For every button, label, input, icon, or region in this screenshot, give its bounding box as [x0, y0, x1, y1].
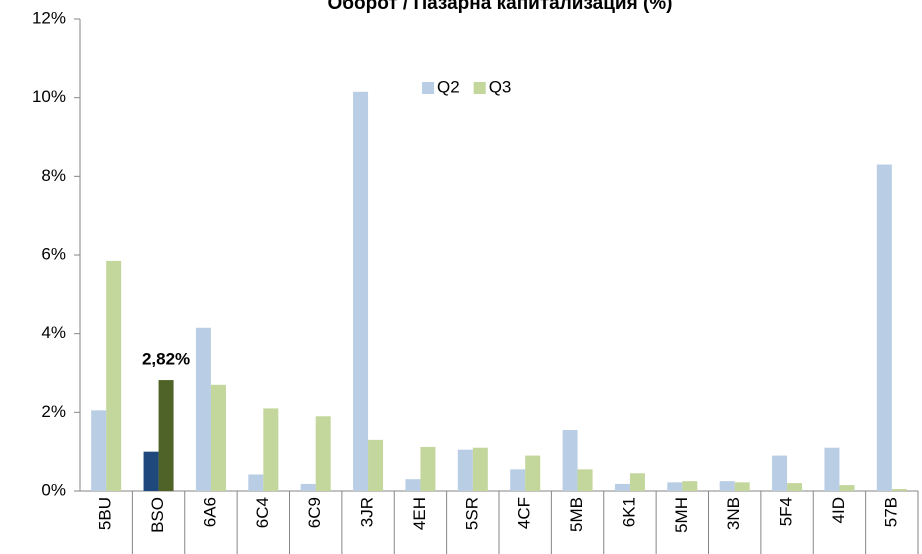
bar	[772, 455, 788, 491]
x-tick-label: 6K1	[619, 497, 638, 527]
chart-title: Оборот / Пазарна капитализация (%)	[327, 0, 672, 14]
bar	[143, 451, 159, 491]
x-tick-label: 3NB	[724, 497, 743, 530]
bar	[91, 410, 107, 491]
y-tick-label: 4%	[41, 323, 66, 342]
y-tick-label: 2%	[41, 402, 66, 421]
bar	[210, 384, 226, 491]
bar	[353, 91, 369, 492]
x-tick-label: 6C9	[305, 497, 324, 528]
bar	[472, 447, 488, 491]
x-tick-label: BSO	[148, 497, 167, 533]
y-tick-label: 12%	[32, 8, 66, 27]
bar	[719, 481, 735, 491]
legend-swatch	[422, 82, 434, 94]
bar	[368, 439, 384, 491]
x-tick-label: 5SR	[462, 497, 481, 530]
bar	[614, 483, 630, 491]
x-tick-label: 4EH	[410, 497, 429, 530]
x-tick-label: 4ID	[829, 497, 848, 523]
bar	[891, 489, 907, 491]
bar	[876, 164, 892, 492]
bar	[300, 483, 316, 491]
bar	[577, 469, 593, 491]
bar	[787, 483, 803, 491]
bar	[263, 408, 279, 491]
y-tick-label: 6%	[41, 244, 66, 263]
bar	[420, 446, 436, 491]
x-tick-label: 4CF	[515, 497, 534, 529]
y-tick-label: 10%	[32, 87, 66, 106]
bar	[315, 416, 331, 491]
x-tick-label: 57B	[881, 497, 900, 527]
bar	[510, 469, 526, 491]
bar	[682, 481, 698, 491]
bar	[629, 473, 645, 491]
x-tick-label: 5MH	[672, 497, 691, 533]
legend-label: Q2	[437, 77, 460, 96]
bar	[106, 260, 122, 491]
x-tick-label: 5MB	[567, 497, 586, 532]
legend-label: Q3	[489, 77, 512, 96]
bar	[734, 482, 750, 491]
bar	[562, 430, 578, 491]
x-tick-label: 6A6	[200, 497, 219, 527]
y-tick-label: 0%	[41, 480, 66, 499]
bar	[248, 474, 264, 491]
bar	[195, 327, 211, 491]
x-tick-label: 5BU	[96, 497, 115, 530]
data-label: 2,82%	[142, 350, 190, 369]
x-tick-label: 6C4	[253, 497, 272, 528]
y-tick-label: 8%	[41, 166, 66, 185]
bar	[457, 449, 473, 491]
bar	[824, 447, 840, 491]
legend-swatch	[473, 82, 486, 94]
x-tick-label: 3JR	[358, 497, 377, 527]
bar	[405, 479, 421, 491]
x-tick-label: 5F4	[777, 497, 796, 526]
bar	[158, 380, 174, 491]
bar	[667, 482, 683, 491]
bar	[839, 485, 855, 491]
bar	[525, 455, 541, 491]
